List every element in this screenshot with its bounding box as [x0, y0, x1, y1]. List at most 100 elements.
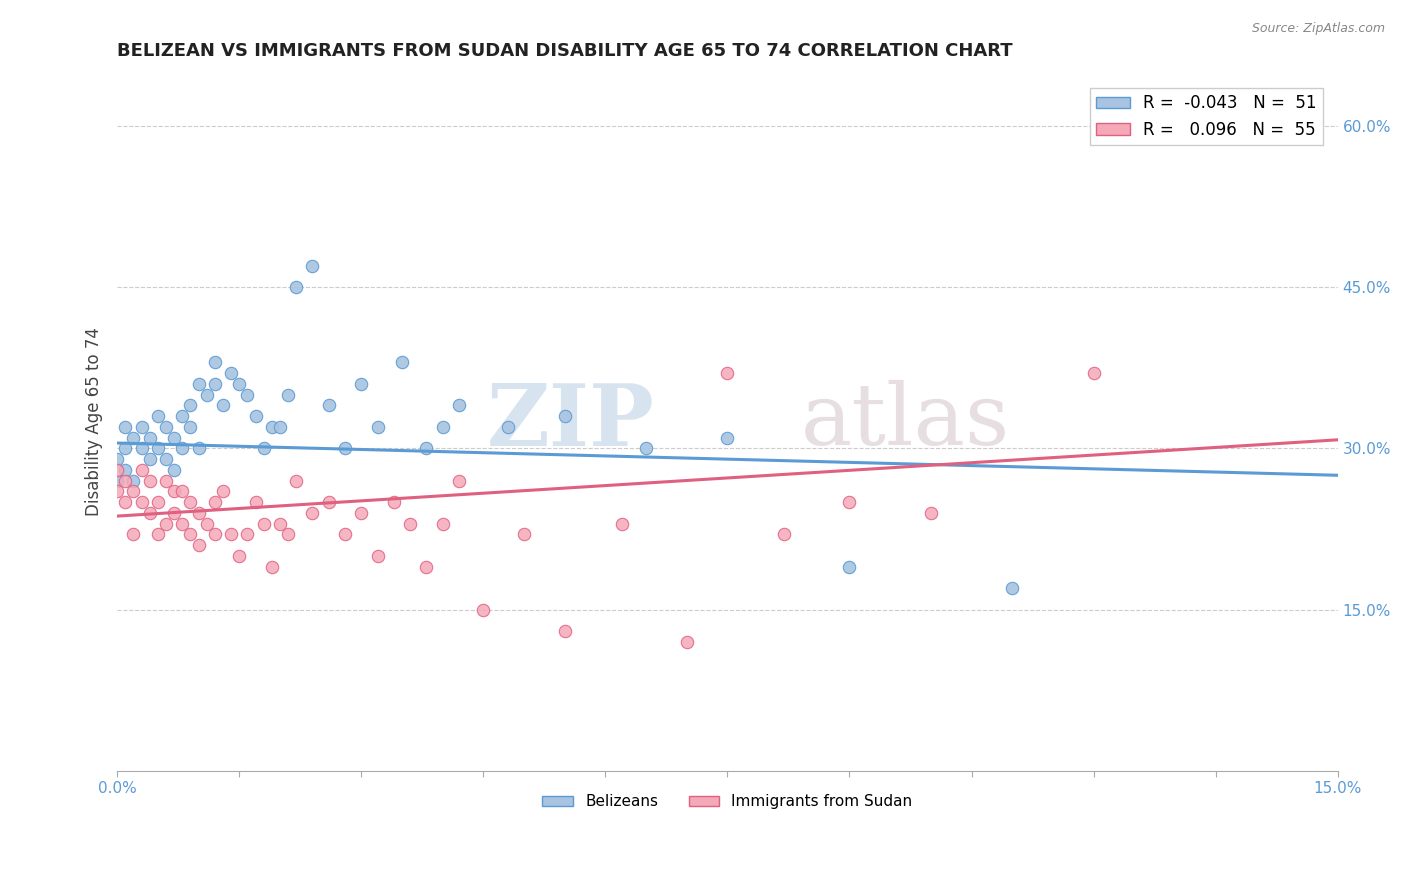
Point [432, 420, 454, 434]
Point [163, 484, 186, 499]
Point [204, 376, 226, 391]
Point [105, 484, 128, 499]
Point [301, 259, 323, 273]
Point [172, 516, 194, 531]
Point [114, 420, 136, 434]
Point [219, 527, 242, 541]
Point [260, 420, 283, 434]
Point [122, 474, 145, 488]
Point [773, 527, 796, 541]
Point [269, 420, 291, 434]
Point [172, 442, 194, 456]
Point [496, 420, 519, 434]
Point [367, 420, 389, 434]
Point [391, 355, 413, 369]
Point [179, 420, 201, 434]
Point [187, 506, 209, 520]
Point [245, 495, 267, 509]
Point [204, 527, 226, 541]
Point [172, 409, 194, 424]
Point [138, 431, 160, 445]
Point [212, 484, 235, 499]
Point [114, 442, 136, 456]
Point [138, 474, 160, 488]
Point [610, 516, 633, 531]
Point [195, 516, 218, 531]
Point [236, 387, 259, 401]
Point [447, 399, 470, 413]
Point [634, 442, 657, 456]
Point [146, 442, 169, 456]
Point [204, 355, 226, 369]
Point [513, 527, 536, 541]
Point [114, 463, 136, 477]
Point [146, 409, 169, 424]
Point [212, 399, 235, 413]
Point [236, 527, 259, 541]
Point [155, 420, 177, 434]
Point [228, 376, 250, 391]
Point [333, 527, 356, 541]
Point [415, 559, 437, 574]
Point [350, 376, 373, 391]
Point [179, 495, 201, 509]
Point [245, 409, 267, 424]
Point [838, 495, 860, 509]
Point [122, 431, 145, 445]
Text: atlas: atlas [800, 380, 1010, 463]
Text: Source: ZipAtlas.com: Source: ZipAtlas.com [1251, 22, 1385, 36]
Point [163, 431, 186, 445]
Point [382, 495, 405, 509]
Point [318, 495, 340, 509]
Point [285, 474, 308, 488]
Point [105, 474, 128, 488]
Point [131, 495, 153, 509]
Point [333, 442, 356, 456]
Point [838, 559, 860, 574]
Point [277, 387, 299, 401]
Point [138, 506, 160, 520]
Point [204, 495, 226, 509]
Point [187, 538, 209, 552]
Point [447, 474, 470, 488]
Point [269, 516, 291, 531]
Point [114, 474, 136, 488]
Point [554, 624, 576, 638]
Point [122, 527, 145, 541]
Point [195, 387, 218, 401]
Point [367, 549, 389, 563]
Point [920, 506, 942, 520]
Point [350, 506, 373, 520]
Point [131, 442, 153, 456]
Text: ZIP: ZIP [486, 380, 654, 464]
Point [260, 559, 283, 574]
Point [219, 366, 242, 380]
Point [187, 376, 209, 391]
Point [301, 506, 323, 520]
Point [105, 452, 128, 467]
Point [114, 495, 136, 509]
Point [163, 506, 186, 520]
Legend: Belizeans, Immigrants from Sudan: Belizeans, Immigrants from Sudan [536, 789, 918, 815]
Point [131, 420, 153, 434]
Point [415, 442, 437, 456]
Point [277, 527, 299, 541]
Point [122, 484, 145, 499]
Point [179, 399, 201, 413]
Point [253, 442, 276, 456]
Point [472, 602, 495, 616]
Point [155, 452, 177, 467]
Point [318, 399, 340, 413]
Y-axis label: Disability Age 65 to 74: Disability Age 65 to 74 [86, 327, 103, 516]
Point [138, 452, 160, 467]
Point [155, 474, 177, 488]
Point [146, 527, 169, 541]
Point [187, 442, 209, 456]
Point [253, 516, 276, 531]
Point [155, 516, 177, 531]
Point [554, 409, 576, 424]
Point [675, 634, 697, 648]
Point [716, 431, 738, 445]
Point [146, 495, 169, 509]
Point [105, 463, 128, 477]
